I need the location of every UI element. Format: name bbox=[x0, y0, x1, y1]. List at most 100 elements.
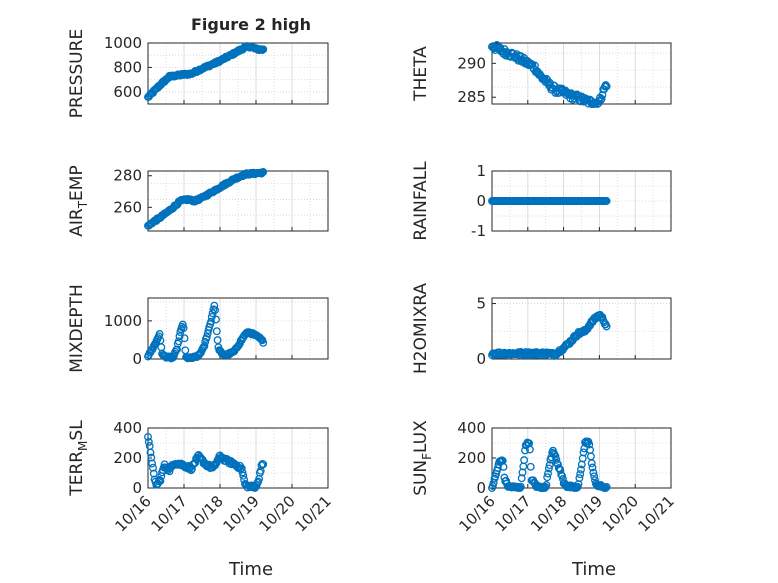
data-point bbox=[598, 313, 607, 322]
data-point bbox=[545, 461, 554, 470]
data-point bbox=[200, 342, 209, 350]
data-point bbox=[178, 320, 187, 329]
y-tick-label: 5 bbox=[476, 295, 486, 313]
y-tick-label: 0 bbox=[132, 479, 142, 497]
data-point bbox=[259, 167, 268, 176]
data-point bbox=[587, 459, 596, 468]
data-point bbox=[597, 94, 606, 103]
axes-box bbox=[147, 297, 329, 360]
y-tick-label: 260 bbox=[113, 198, 142, 216]
data-point bbox=[544, 469, 552, 478]
subplot-pressure: 600 800 1000 PRESSURE bbox=[67, 29, 329, 118]
x-tick-label: 10/18 bbox=[184, 492, 227, 535]
data-point bbox=[173, 345, 181, 354]
data-point bbox=[552, 455, 561, 464]
data-point bbox=[157, 343, 166, 352]
data-point bbox=[586, 452, 595, 461]
data-point bbox=[525, 445, 534, 454]
data-point bbox=[526, 462, 535, 471]
data-point bbox=[144, 437, 153, 446]
data-point bbox=[174, 337, 183, 346]
data-point bbox=[181, 346, 190, 355]
y-tick-label: 1000 bbox=[104, 34, 142, 52]
data-point bbox=[517, 474, 526, 483]
data-point bbox=[199, 343, 208, 352]
y-tick-label: 1 bbox=[476, 162, 486, 180]
y-axis-label: PRESSURE bbox=[67, 29, 87, 118]
y-axis-label: H2OMIXRA bbox=[411, 283, 431, 374]
data-point bbox=[180, 334, 189, 343]
y-tick-label: 0 bbox=[476, 350, 486, 368]
x-tick-label: 10/16 bbox=[456, 492, 499, 535]
subplot-air-temp: 260 280 AIRTEMP bbox=[67, 165, 329, 237]
y-tick-label: 1000 bbox=[104, 312, 142, 330]
x-tick-label: 10/21 bbox=[292, 492, 335, 535]
data-point bbox=[516, 482, 525, 491]
data-point bbox=[237, 464, 246, 473]
data-point bbox=[211, 306, 220, 315]
subplot-mixdepth: 0 1000 MIXDEPTH bbox=[67, 284, 329, 373]
x-tick-label: 10/20 bbox=[599, 492, 642, 535]
axes-box bbox=[147, 170, 329, 232]
data-point bbox=[542, 481, 551, 489]
data-point bbox=[212, 315, 220, 324]
data-point bbox=[259, 45, 268, 54]
data-point bbox=[145, 442, 154, 450]
y-tick-label: 280 bbox=[113, 167, 142, 185]
data-point bbox=[239, 471, 248, 480]
y-tick-label: 200 bbox=[113, 449, 142, 467]
y-tick-label: 290 bbox=[457, 54, 486, 72]
y-axis-label: AIRTEMP bbox=[67, 165, 90, 236]
data-point bbox=[179, 324, 188, 333]
data-point bbox=[499, 462, 508, 471]
x-tick-label: 10/19 bbox=[563, 492, 606, 535]
data-point bbox=[543, 473, 552, 482]
axes-box bbox=[491, 297, 672, 360]
data-point bbox=[148, 459, 157, 468]
data-point bbox=[212, 327, 221, 336]
x-tick-label: 10/16 bbox=[112, 492, 155, 535]
data-point bbox=[602, 482, 611, 491]
data-point bbox=[202, 333, 211, 342]
x-axis-label-left: Time bbox=[228, 559, 273, 580]
subplot-rainfall: -1 0 1 RAINFALL bbox=[411, 161, 672, 241]
data-point bbox=[590, 472, 599, 481]
data-point bbox=[238, 468, 247, 477]
data-point bbox=[520, 456, 529, 465]
data-point bbox=[602, 322, 611, 331]
y-tick-label: 0 bbox=[132, 350, 142, 368]
y-tick-label: 400 bbox=[457, 419, 486, 437]
data-point bbox=[155, 476, 164, 484]
data-point bbox=[601, 484, 610, 492]
y-tick-label: 800 bbox=[113, 58, 142, 76]
y-tick-label: 0 bbox=[476, 192, 486, 210]
data-point bbox=[156, 477, 165, 485]
data-point bbox=[259, 338, 268, 347]
x-tick-label: 10/17 bbox=[491, 492, 534, 535]
y-tick-label: 0 bbox=[476, 479, 486, 497]
y-tick-label: 600 bbox=[113, 83, 142, 101]
y-axis-label: MIXDEPTH bbox=[67, 284, 87, 373]
data-point bbox=[146, 448, 155, 457]
data-point bbox=[257, 169, 266, 178]
data-point bbox=[576, 470, 585, 479]
data-point bbox=[572, 483, 581, 492]
y-tick-label: 400 bbox=[113, 419, 142, 437]
data-point bbox=[602, 197, 611, 205]
data-point bbox=[144, 432, 152, 441]
data-point bbox=[601, 81, 610, 90]
data-point bbox=[191, 458, 200, 467]
data-point bbox=[575, 474, 584, 483]
y-axis-label: THETA bbox=[411, 46, 431, 102]
y-axis-label: TERRMSL bbox=[67, 420, 90, 497]
data-point bbox=[213, 336, 222, 345]
y-tick-label: 285 bbox=[457, 88, 486, 106]
data-point bbox=[551, 452, 560, 461]
data-point bbox=[577, 465, 585, 474]
data-point bbox=[175, 332, 184, 341]
figure-title: Figure 2 high bbox=[191, 15, 311, 34]
